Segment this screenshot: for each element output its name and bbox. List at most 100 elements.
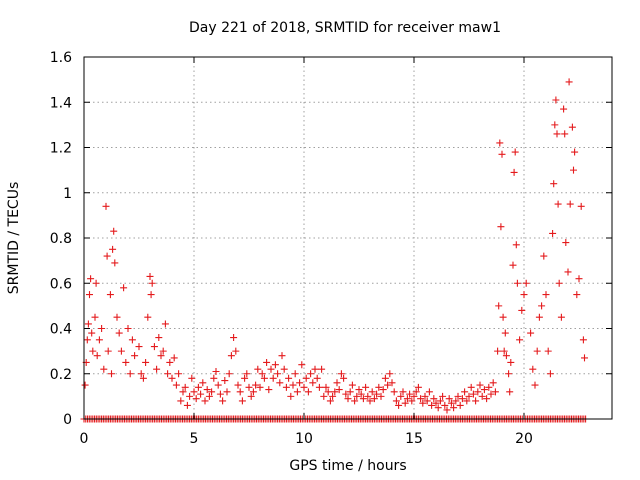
data-point: [197, 390, 205, 398]
data-point: [291, 370, 299, 378]
x-axis-label: GPS time / hours: [289, 458, 406, 474]
data-point: [221, 377, 229, 385]
data-point: [92, 279, 100, 287]
data-point: [161, 320, 169, 328]
data-point: [340, 374, 348, 382]
data-point: [538, 302, 546, 310]
data-point: [379, 386, 387, 394]
data-point: [550, 180, 558, 188]
data-point: [406, 390, 414, 398]
data-point: [500, 347, 508, 355]
data-point: [581, 354, 588, 362]
data-point: [501, 329, 509, 337]
data-point: [256, 383, 264, 391]
y-tick-label: 1.2: [50, 141, 72, 157]
points-layer: [80, 78, 590, 423]
data-point: [83, 336, 91, 344]
data-point: [89, 347, 97, 355]
data-point: [553, 130, 561, 138]
data-point: [554, 200, 562, 208]
data-point: [573, 291, 581, 299]
data-point: [236, 388, 244, 396]
data-point: [480, 386, 488, 394]
data-point: [320, 392, 328, 400]
data-point: [98, 325, 106, 332]
data-point: [564, 268, 572, 276]
data-point: [302, 374, 310, 382]
data-point: [510, 168, 518, 176]
data-point: [155, 334, 163, 342]
data-point: [199, 379, 207, 387]
data-point: [260, 374, 268, 382]
data-point: [131, 352, 139, 360]
data-point: [568, 123, 576, 131]
data-point: [408, 397, 416, 405]
data-point: [472, 397, 480, 405]
data-point: [425, 388, 433, 396]
data-point: [397, 392, 405, 400]
x-tick-label: 10: [295, 431, 313, 447]
data-point: [392, 397, 400, 405]
data-point: [375, 383, 383, 391]
data-point: [414, 383, 422, 391]
data-point: [254, 365, 262, 373]
y-tick-label: 1.4: [50, 95, 72, 111]
data-point: [579, 336, 587, 344]
data-point: [243, 370, 251, 378]
data-point: [498, 150, 506, 158]
data-point: [106, 291, 114, 299]
data-point: [241, 374, 249, 382]
data-point: [560, 105, 568, 113]
data-point: [469, 390, 477, 398]
data-point: [87, 275, 95, 283]
data-point: [476, 381, 484, 389]
data-point: [157, 352, 165, 360]
data-point: [566, 200, 574, 208]
data-point: [214, 381, 222, 389]
data-point: [353, 392, 361, 400]
data-point: [271, 361, 279, 369]
data-point: [502, 352, 510, 360]
data-point: [137, 370, 145, 378]
data-point: [555, 279, 563, 287]
data-point: [401, 399, 409, 407]
y-tick-label: 0.2: [50, 367, 72, 383]
data-point: [463, 397, 471, 405]
data-point: [223, 388, 231, 396]
data-point: [395, 401, 403, 409]
data-point: [535, 313, 543, 321]
data-point: [172, 381, 180, 389]
data-point: [494, 347, 502, 355]
data-point: [461, 388, 469, 396]
data-point: [456, 401, 464, 409]
data-point: [571, 148, 579, 156]
data-point: [274, 370, 282, 378]
data-point: [348, 381, 356, 389]
data-point: [450, 404, 458, 412]
data-point: [326, 397, 334, 405]
data-point: [285, 374, 293, 382]
data-point: [527, 329, 535, 337]
data-point: [282, 383, 290, 391]
data-point: [166, 358, 174, 366]
y-tick-label: 0.8: [50, 231, 72, 247]
data-point: [103, 252, 111, 260]
data-point: [359, 395, 367, 403]
data-point: [153, 365, 161, 373]
data-point: [331, 388, 339, 396]
data-point: [278, 352, 286, 360]
data-point: [419, 399, 427, 407]
data-point: [430, 395, 438, 403]
data-point: [113, 313, 121, 321]
data-point: [362, 383, 370, 391]
data-point: [293, 388, 301, 396]
data-point: [454, 392, 462, 400]
data-point: [520, 291, 528, 299]
data-point: [452, 397, 460, 405]
data-point: [181, 383, 189, 391]
data-point: [175, 370, 183, 378]
data-point: [544, 347, 552, 355]
data-point: [296, 379, 304, 387]
data-point: [139, 374, 147, 382]
data-point: [377, 392, 385, 400]
